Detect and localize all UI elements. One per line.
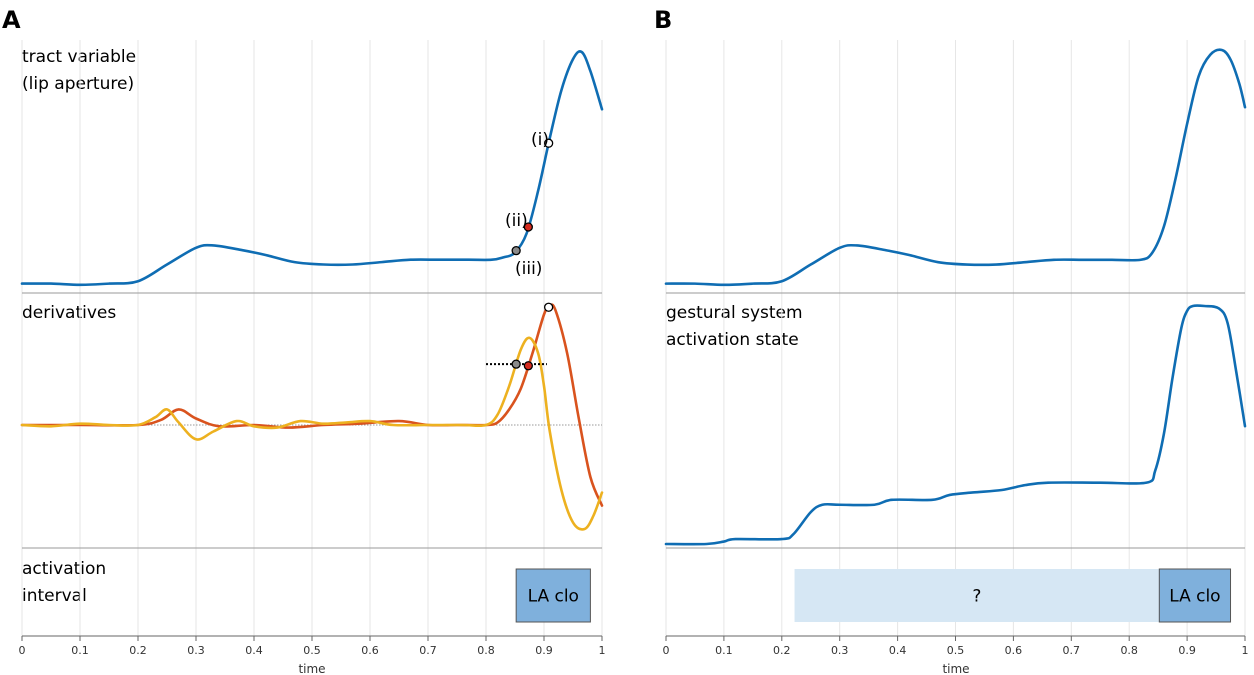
interval-label-a-0: LA clo	[528, 587, 579, 607]
interval-label-line1: activation	[22, 559, 106, 579]
tick-label-b-3: 0.3	[831, 644, 849, 657]
point-marker-deriv-2	[511, 359, 521, 369]
tick-label-b-4: 0.4	[889, 644, 907, 657]
tick-label-a-2: 0.2	[129, 644, 147, 657]
point-marker-top-1	[523, 222, 533, 232]
point-marker-deriv-1	[523, 361, 533, 371]
tick-label-a-0: 0	[19, 644, 26, 657]
state-label-line1: gestural system	[666, 303, 803, 323]
derivatives-label: derivatives	[22, 303, 116, 323]
interval-box-b-0	[794, 569, 1160, 622]
tick-label-a-7: 0.7	[419, 644, 437, 657]
interval-layer: LA clo? LA clo	[515, 568, 1232, 623]
tick-label-a-10: 1	[599, 644, 606, 657]
tick-label-b-8: 0.8	[1120, 644, 1138, 657]
point-marker-top-2	[511, 246, 521, 256]
tick-label-b-7: 0.7	[1063, 644, 1081, 657]
panel-b-letter: B	[654, 6, 672, 34]
tick-label-b-5: 0.5	[947, 644, 965, 657]
tract-label-line1: tract variable	[22, 47, 136, 67]
state-label-line2: activation state	[666, 330, 799, 350]
axes-layer	[21, 292, 1246, 641]
tick-label-b-10: 1	[1242, 644, 1249, 657]
point-marker-deriv-0	[543, 302, 554, 312]
curve-layer	[20, 48, 1247, 546]
tick-label-a-3: 0.3	[187, 644, 205, 657]
tract-label-line2: (lip aperture)	[22, 74, 134, 94]
interval-label-b-0: ?	[972, 587, 981, 607]
panel-a-letter: A	[2, 6, 21, 34]
tick-label-a-9: 0.9	[535, 644, 553, 657]
tick-label-a-4: 0.4	[245, 644, 263, 657]
interval-box-b-1	[1158, 568, 1232, 623]
tick-label-a-8: 0.8	[477, 644, 495, 657]
tick-layer: 0 0.1 0.2 0.3 0.4 0.5 0.6 0.7 0.8 0.9 1 0 0.1 0.2 0.3 0…	[19, 644, 1249, 657]
tick-label-b-6: 0.6	[1005, 644, 1023, 657]
point-label-iii: (iii)	[515, 259, 542, 279]
tick-label-a-6: 0.6	[361, 644, 379, 657]
series-line-a-middle-1	[20, 336, 604, 531]
series-line-a-top-0	[20, 50, 604, 287]
interval-box-a-0	[515, 568, 591, 623]
tick-label-b-1: 0.1	[715, 644, 733, 657]
marker-layer	[486, 138, 554, 371]
point-marker-top-0	[543, 138, 554, 148]
tick-label-b-0: 0	[663, 644, 670, 657]
interval-label-line2: interval	[22, 586, 87, 606]
grid-layer	[21, 40, 1246, 636]
point-label-i: (i)	[531, 130, 549, 150]
x-axis-label-b: time	[942, 662, 969, 675]
interval-label-b-1: LA clo	[1169, 587, 1220, 607]
series-line-b-top-0	[664, 48, 1247, 287]
tick-label-b-9: 0.9	[1178, 644, 1196, 657]
series-line-b-middle-0	[664, 304, 1247, 546]
tick-label-b-2: 0.2	[773, 644, 791, 657]
x-axis-label-a: time	[298, 662, 325, 675]
tick-label-a-1: 0.1	[71, 644, 89, 657]
tick-label-a-5: 0.5	[303, 644, 321, 657]
point-label-ii: (ii)	[505, 211, 528, 231]
